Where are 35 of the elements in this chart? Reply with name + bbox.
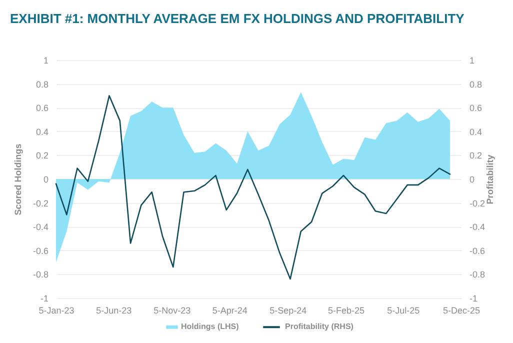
- y2-tick-label: -0.2: [470, 198, 486, 208]
- y-tick-label: -0.6: [32, 246, 48, 256]
- y2-tick-label: -1: [470, 294, 478, 304]
- y-tick-label: 0: [43, 174, 48, 184]
- x-tick-label: 5-Apr-24: [212, 306, 248, 316]
- y2-tick-label: -0.6: [470, 246, 486, 256]
- y-axis-title: Scored Holdings: [12, 144, 23, 216]
- y-tick-label: 0.6: [36, 103, 48, 114]
- y-tick-label: 0.2: [36, 150, 48, 161]
- legend-label: Profitability (RHS): [285, 322, 354, 332]
- y2-tick-label: 0.4: [470, 126, 482, 137]
- x-tick-label: 5-Dec-25: [442, 306, 480, 316]
- y2-tick-label: -0.8: [470, 270, 486, 280]
- x-tick-label: 5-Jul-25: [387, 306, 420, 316]
- y-tick-label: -0.2: [32, 198, 48, 208]
- y2-tick-label: 1: [470, 56, 475, 66]
- y2-tick-label: -0.4: [470, 222, 486, 232]
- y2-tick-label: 0.2: [470, 150, 482, 161]
- y2-axis-title: Profitability: [485, 154, 496, 204]
- legend-label: Holdings (LHS): [181, 322, 240, 332]
- y-tick-label: 0.4: [36, 126, 48, 137]
- y2-tick-label: 0.8: [470, 79, 482, 90]
- y2-tick-label: 0: [470, 174, 475, 184]
- x-tick-label: 5-Jun-23: [96, 306, 132, 316]
- y-tick-label: 1: [43, 56, 48, 66]
- chart-title: EXHIBIT #1: MONTHLY AVERAGE EM FX HOLDINGS AND PROFITABILITY: [10, 11, 465, 26]
- y2-tick-label: 0.6: [470, 103, 482, 114]
- y-tick-label: 0.8: [36, 79, 48, 90]
- x-tick-label: 5-Nov-23: [154, 306, 191, 316]
- x-tick-label: 5-Feb-25: [328, 306, 365, 316]
- x-tick-label: 5-Sep-24: [270, 306, 307, 316]
- y-tick-label: -0.8: [32, 270, 48, 280]
- x-tick-label: 5-Jan-23: [38, 306, 74, 316]
- y-tick-label: -1: [40, 294, 48, 304]
- y-tick-label: -0.4: [32, 222, 48, 232]
